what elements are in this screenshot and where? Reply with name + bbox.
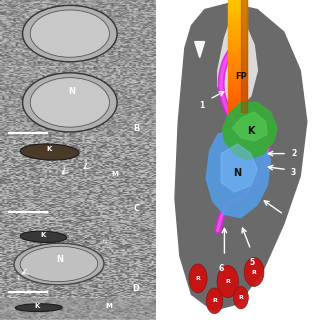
Polygon shape bbox=[228, 67, 247, 71]
Polygon shape bbox=[228, 10, 247, 14]
Polygon shape bbox=[221, 144, 257, 192]
Text: B: B bbox=[133, 124, 140, 133]
Text: N: N bbox=[102, 239, 107, 244]
Polygon shape bbox=[241, 0, 247, 112]
Text: N: N bbox=[234, 168, 242, 178]
Polygon shape bbox=[228, 96, 247, 100]
Text: 4: 4 bbox=[15, 276, 19, 281]
Text: FP: FP bbox=[235, 72, 247, 81]
Polygon shape bbox=[233, 112, 267, 141]
Polygon shape bbox=[228, 51, 247, 55]
Polygon shape bbox=[228, 104, 247, 108]
Ellipse shape bbox=[30, 10, 109, 57]
Text: R: R bbox=[212, 298, 217, 303]
Ellipse shape bbox=[189, 264, 207, 293]
Text: M: M bbox=[106, 303, 112, 309]
Text: 3: 3 bbox=[62, 165, 66, 170]
Polygon shape bbox=[228, 47, 247, 51]
Polygon shape bbox=[228, 108, 247, 112]
Ellipse shape bbox=[23, 5, 117, 62]
Ellipse shape bbox=[23, 73, 117, 132]
Polygon shape bbox=[228, 100, 247, 104]
Polygon shape bbox=[228, 18, 247, 22]
Polygon shape bbox=[228, 22, 247, 26]
Ellipse shape bbox=[20, 144, 79, 160]
Polygon shape bbox=[228, 38, 247, 43]
Text: 2: 2 bbox=[291, 149, 296, 158]
Polygon shape bbox=[228, 75, 247, 79]
Ellipse shape bbox=[234, 286, 248, 309]
Polygon shape bbox=[228, 43, 247, 47]
Text: K: K bbox=[47, 146, 52, 152]
Polygon shape bbox=[228, 83, 247, 87]
Polygon shape bbox=[228, 92, 247, 96]
Text: R: R bbox=[196, 276, 201, 281]
Ellipse shape bbox=[14, 243, 104, 285]
Ellipse shape bbox=[217, 266, 238, 298]
Text: R: R bbox=[252, 269, 257, 275]
Polygon shape bbox=[228, 59, 247, 63]
Polygon shape bbox=[228, 79, 247, 84]
Ellipse shape bbox=[30, 78, 109, 127]
Text: 4: 4 bbox=[288, 216, 293, 225]
Text: N: N bbox=[56, 255, 63, 264]
Ellipse shape bbox=[244, 258, 264, 286]
Polygon shape bbox=[175, 3, 307, 310]
Polygon shape bbox=[228, 55, 247, 59]
Text: 5: 5 bbox=[250, 258, 255, 267]
Polygon shape bbox=[223, 102, 277, 160]
Text: 6: 6 bbox=[219, 264, 224, 273]
Polygon shape bbox=[228, 63, 247, 67]
Text: 1: 1 bbox=[199, 101, 204, 110]
Text: D: D bbox=[133, 284, 140, 293]
Text: 3: 3 bbox=[291, 168, 296, 177]
Polygon shape bbox=[228, 0, 247, 2]
Text: 2: 2 bbox=[84, 160, 87, 165]
Polygon shape bbox=[228, 30, 247, 35]
Polygon shape bbox=[206, 128, 271, 218]
Polygon shape bbox=[228, 34, 247, 38]
Text: M: M bbox=[112, 171, 119, 177]
Polygon shape bbox=[218, 13, 257, 109]
Text: K: K bbox=[40, 232, 46, 238]
Text: K: K bbox=[247, 126, 254, 136]
Polygon shape bbox=[228, 14, 247, 18]
Ellipse shape bbox=[206, 288, 223, 314]
Text: C: C bbox=[133, 204, 140, 213]
Ellipse shape bbox=[15, 304, 62, 312]
Ellipse shape bbox=[20, 246, 98, 282]
Text: R: R bbox=[225, 279, 230, 284]
Polygon shape bbox=[228, 71, 247, 75]
Text: K: K bbox=[34, 303, 39, 309]
Text: R: R bbox=[238, 295, 243, 300]
Polygon shape bbox=[195, 42, 205, 58]
Polygon shape bbox=[228, 2, 247, 6]
Text: N: N bbox=[68, 87, 75, 96]
Polygon shape bbox=[228, 6, 247, 10]
Polygon shape bbox=[228, 26, 247, 30]
Polygon shape bbox=[228, 87, 247, 92]
Ellipse shape bbox=[20, 231, 67, 243]
